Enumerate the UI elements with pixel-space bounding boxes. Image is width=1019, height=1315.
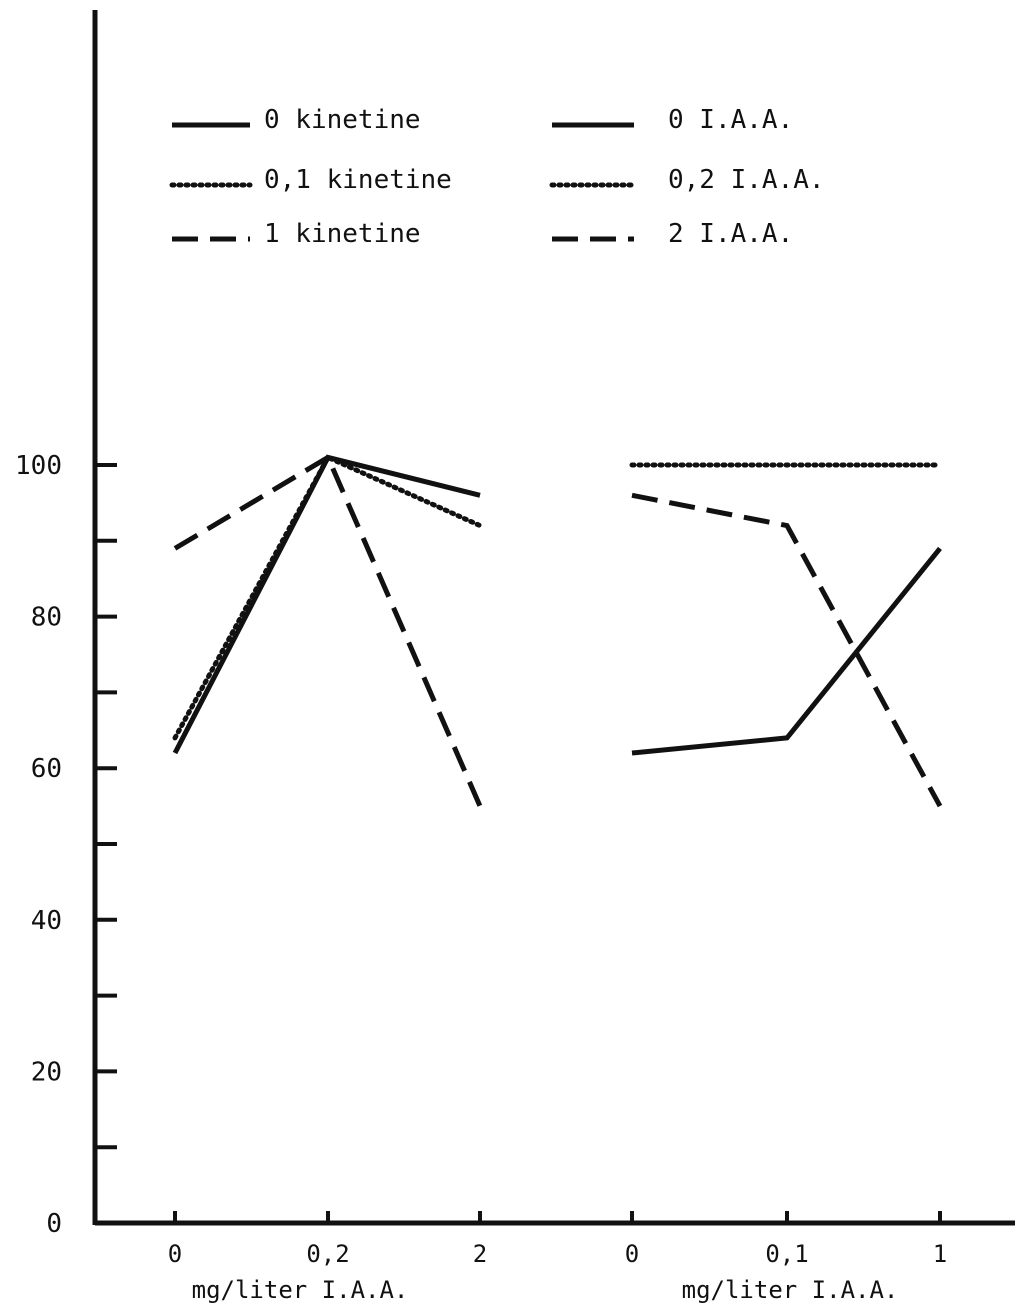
- series-layer: [172, 453, 943, 808]
- series-line: [173, 453, 483, 808]
- x-tick-label: 0: [625, 1240, 639, 1268]
- series-line: [172, 454, 481, 755]
- tick-layer: 0 20 40 60 80 100 0 0,2 2 mg/liter I.A.A. 0 0,1 1 mg/…: [15, 451, 947, 1304]
- series-line: [631, 546, 942, 756]
- series-line: [631, 492, 943, 808]
- legend-label: 0 I.A.A.: [668, 105, 793, 135]
- y-tick-label: 80: [31, 603, 62, 633]
- x-tick-label: 1: [933, 1240, 947, 1268]
- legend-layer: 0 kinetine 0,1 kinetine 1 kinetine 0 I.A.A.…: [169, 105, 825, 249]
- legend-label: 1 kinetine: [264, 219, 421, 249]
- y-tick-label: 20: [31, 1057, 62, 1087]
- y-tick-label: 100: [15, 451, 62, 481]
- x-tick-label: 2: [473, 1240, 487, 1268]
- y-tick-label: 40: [31, 906, 62, 936]
- legend-label: 2 I.A.A.: [668, 219, 793, 249]
- y-tick-label: 0: [46, 1209, 62, 1239]
- legend-label: 0 kinetine: [264, 105, 421, 135]
- x-axis-title: mg/liter I.A.A.: [682, 1276, 899, 1304]
- x-axis-title: mg/liter I.A.A.: [192, 1276, 409, 1304]
- legend-label: 0,2 I.A.A.: [668, 165, 825, 195]
- legend-label: 0,1 kinetine: [264, 165, 452, 195]
- x-tick-label: 0,1: [765, 1240, 808, 1268]
- y-tick-label: 60: [31, 754, 62, 784]
- x-tick-label: 0: [168, 1240, 182, 1268]
- series-line: [172, 454, 483, 741]
- x-tick-label: 0,2: [306, 1240, 349, 1268]
